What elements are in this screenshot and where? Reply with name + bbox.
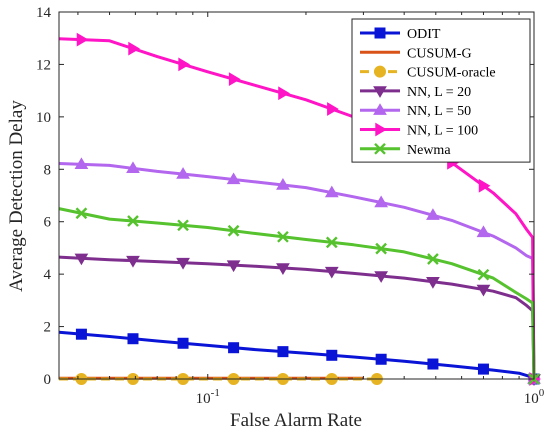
legend-label: NN, L = 50 [407, 104, 471, 119]
series-marker [128, 41, 140, 56]
series-marker [176, 167, 190, 179]
series-marker [476, 284, 491, 297]
series-marker [75, 207, 88, 220]
legend-entry: CUSUM-oracle [360, 65, 496, 81]
series-3 [58, 253, 541, 386]
legend-label: CUSUM-G [407, 46, 472, 61]
y-tick-label: 12 [36, 57, 51, 73]
series-marker [75, 328, 87, 340]
series-marker [228, 72, 241, 87]
y-tick-label: 10 [36, 110, 51, 126]
series-marker [278, 86, 290, 101]
legend-marker [374, 27, 386, 39]
series-marker [226, 172, 241, 185]
x-axis-label: False Alarm Rate [230, 410, 362, 431]
y-axis-label: Average Detection Delay [6, 100, 27, 292]
y-tick-label: 6 [44, 215, 52, 231]
series-marker [276, 263, 290, 275]
series-marker [426, 277, 440, 289]
series-marker [375, 353, 387, 365]
y-tick-label: 0 [44, 372, 52, 388]
series-marker [476, 225, 491, 238]
series-marker [277, 230, 289, 243]
legend-label: NN, L = 100 [407, 124, 478, 139]
series-marker [324, 266, 339, 279]
series-marker [477, 363, 489, 375]
legend-label: NN, L = 20 [407, 85, 471, 100]
x-tick-label: 100 [524, 387, 545, 407]
series-marker [427, 253, 439, 265]
plot-frame [58, 11, 535, 380]
series-marker [427, 358, 439, 370]
series-marker [127, 215, 139, 227]
y-tick-label: 2 [44, 320, 52, 336]
legend-label: Newma [407, 143, 451, 158]
series-6 [58, 207, 540, 385]
legend-entry: CUSUM-G [360, 46, 472, 61]
legend-entry: Newma [360, 143, 451, 158]
legend-entry: NN, L = 20 [360, 85, 471, 100]
series-marker [227, 224, 240, 237]
series-marker [176, 257, 190, 270]
legend-marker [373, 86, 387, 98]
series-marker [477, 268, 490, 281]
legend-entry: ODIT [360, 27, 441, 42]
series-line [58, 330, 535, 381]
series-marker [127, 333, 139, 345]
series-marker [228, 342, 240, 354]
legend-entry: NN, L = 100 [360, 122, 478, 139]
series-marker [375, 242, 387, 255]
series-marker [374, 195, 389, 208]
legend: ODIT CUSUM-G CUSUM-oracle NN, L = 20 NN, L =… [351, 18, 531, 163]
axes-layer: 0 2 4 6 8 10 12 14 10-1 100 [36, 5, 545, 407]
legend-label: ODIT [407, 27, 441, 42]
series-marker [374, 271, 389, 283]
series-marker [126, 161, 140, 174]
series-marker [478, 178, 491, 193]
series-marker [226, 260, 241, 273]
series-marker [177, 337, 189, 349]
legend-marker [375, 122, 387, 137]
series-marker [178, 57, 191, 72]
legend-entry: NN, L = 50 [360, 103, 471, 119]
series-marker [126, 255, 140, 268]
series-marker [76, 32, 89, 47]
series-marker [277, 346, 289, 358]
series-marker [326, 349, 338, 361]
x-tick-label: 10-1 [196, 387, 220, 407]
series-marker [426, 208, 440, 220]
series-marker [324, 185, 339, 198]
series-marker [276, 178, 290, 190]
legend-label: CUSUM-oracle [407, 66, 496, 81]
y-tick-label: 14 [36, 5, 52, 21]
series-0 [58, 328, 540, 385]
series-marker [177, 219, 189, 232]
series-marker [327, 102, 339, 116]
series-marker [74, 157, 89, 170]
legend-marker [373, 103, 387, 115]
y-tick-label: 4 [44, 267, 52, 283]
legend-marker [374, 142, 386, 155]
series-line [58, 207, 536, 380]
y-tick-label: 8 [44, 162, 52, 178]
series-marker [325, 236, 338, 249]
series-marker [74, 253, 89, 266]
legend-marker [374, 65, 386, 78]
